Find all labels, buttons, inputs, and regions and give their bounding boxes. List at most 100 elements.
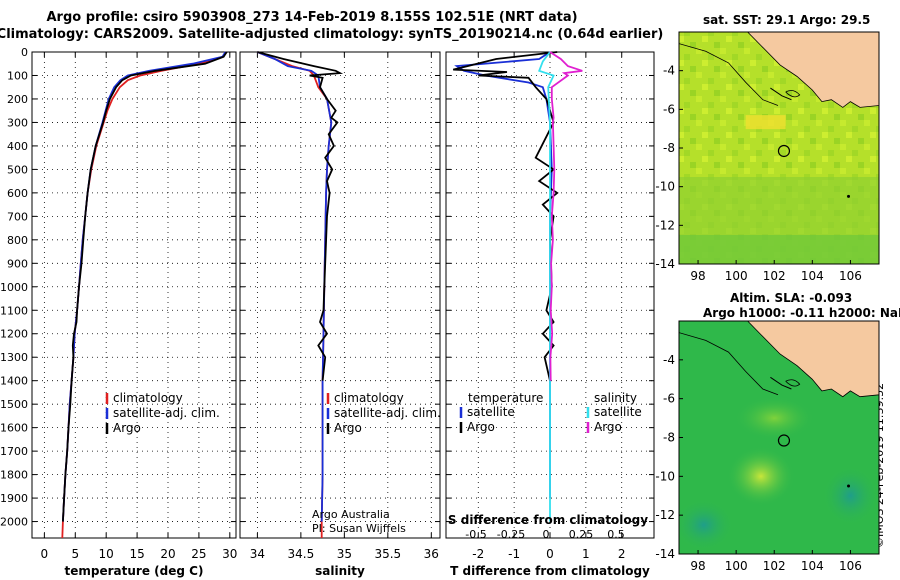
y-tick-label: 1600 xyxy=(0,422,28,435)
y-tick-label: 1300 xyxy=(0,351,28,364)
y-tick-label: 1400 xyxy=(0,375,28,388)
map-y-tick-label: -14 xyxy=(655,257,675,271)
x-axis-label: temperature (deg C) xyxy=(65,564,204,578)
y-tick-label: 1000 xyxy=(0,281,28,294)
y-tick-label: 800 xyxy=(7,234,28,247)
island xyxy=(785,90,801,98)
map-y-tick-label: -8 xyxy=(663,141,675,155)
chart-title-line1: Argo profile: csiro 5903908_273 14-Feb-2… xyxy=(46,10,578,25)
sla-low-anomaly xyxy=(679,498,734,551)
legend-title: salinity xyxy=(594,391,637,405)
sla-low-anomaly xyxy=(822,465,879,526)
map-x-tick-label: 106 xyxy=(839,559,862,573)
sla-map-title: Altim. SLA: -0.093 xyxy=(730,291,853,305)
x-axis-label: T difference from climatology xyxy=(450,564,650,578)
series-line xyxy=(61,51,227,539)
series-line xyxy=(549,51,583,381)
secondary-tick-label: 0 xyxy=(543,528,550,541)
island xyxy=(770,87,792,101)
legend-label: satellite xyxy=(594,405,642,419)
y-tick-label: 400 xyxy=(7,140,28,153)
legend-label: Argo xyxy=(594,420,622,434)
x-tick-label: 30 xyxy=(222,547,237,561)
annotation-argo-australia: Argo Australia xyxy=(312,508,390,521)
y-tick-label: 500 xyxy=(7,163,28,176)
legend-label: climatology xyxy=(334,391,404,405)
sst-field-far-south xyxy=(679,235,879,264)
map-y-tick-label: -12 xyxy=(655,508,675,522)
map-y-tick-label: -4 xyxy=(663,64,675,78)
profile-panel-3: -2 -1 0 1 2 T difference from climatology xyxy=(445,51,655,578)
series-line xyxy=(257,51,344,381)
x-tick-label: 36 xyxy=(424,547,439,561)
x-tick-label: 34.5 xyxy=(288,547,315,561)
island xyxy=(770,376,792,390)
x-tick-label: 2 xyxy=(618,547,626,561)
x-tick-label: 1 xyxy=(582,547,590,561)
legend-label: satellite xyxy=(467,405,515,419)
map-content xyxy=(679,321,879,554)
legend-title: temperature xyxy=(468,391,543,405)
land-mass xyxy=(679,321,879,398)
map-y-tick-label: -10 xyxy=(655,180,675,194)
legend-label: climatology xyxy=(113,391,183,405)
sst-warm-patch xyxy=(745,115,786,130)
x-tick-label: 5 xyxy=(71,547,79,561)
x-tick-label: 0 xyxy=(546,547,554,561)
sla-map-subtitle: Argo h1000: -0.11 h2000: NaN xyxy=(703,306,900,320)
y-tick-label: 0 xyxy=(21,46,28,59)
x-tick-label: 34 xyxy=(250,547,265,561)
secondary-tick-label: -0.25 xyxy=(497,528,525,541)
map-x-tick-label: 104 xyxy=(801,559,824,573)
y-tick-label: 1200 xyxy=(0,328,28,341)
map-x-tick-label: 100 xyxy=(725,269,748,283)
legend-label: Argo xyxy=(334,421,362,435)
land-mass xyxy=(679,32,879,108)
island-dot xyxy=(847,194,851,198)
map-x-tick-label: 104 xyxy=(801,269,824,283)
series-line xyxy=(538,51,555,522)
sla-anomaly xyxy=(734,396,815,441)
x-tick-label: 35 xyxy=(337,547,352,561)
series-line xyxy=(257,51,333,538)
x-tick-label: 25 xyxy=(191,547,206,561)
x-tick-label: -1 xyxy=(508,547,520,561)
coastline xyxy=(679,43,779,106)
map-x-tick-label: 100 xyxy=(725,559,748,573)
x-tick-label: 35.5 xyxy=(374,547,401,561)
x-tick-label: 20 xyxy=(160,547,175,561)
x-axis-label: salinity xyxy=(315,564,365,578)
plot-frame xyxy=(31,51,237,539)
secondary-tick-label: 0.25 xyxy=(569,528,594,541)
legend-label: satellite-adj. clim. xyxy=(334,406,441,420)
x-tick-label: -2 xyxy=(472,547,484,561)
secondary-tick-label: 0.5 xyxy=(607,528,625,541)
profile-panel-1: 0 5 10 15 20 25 30 temperature (deg C) 0 100 200 30… xyxy=(0,46,237,578)
profile-location-marker xyxy=(777,434,791,447)
map-x-tick-label: 98 xyxy=(690,269,705,283)
y-tick-label: 600 xyxy=(7,187,28,200)
sla-map: 98 100 102 104 106 -4 -6 -8 -10 -12 -14 xyxy=(655,320,880,573)
chart-title-line2: Climatology: CARS2009. Satellite-adjuste… xyxy=(0,27,664,42)
x-tick-label: 15 xyxy=(129,547,144,561)
profile-location-marker xyxy=(777,144,791,158)
map-y-tick-label: -12 xyxy=(655,218,675,232)
profile-panel-2: 34 34.5 35 35.5 36 salinity xyxy=(239,51,441,578)
map-y-tick-label: -6 xyxy=(663,392,675,406)
y-tick-label: 700 xyxy=(7,210,28,223)
map-x-tick-label: 98 xyxy=(690,559,705,573)
y-tick-label: 100 xyxy=(7,69,28,82)
legend-label: Argo xyxy=(113,421,141,435)
legend-label: satellite-adj. clim. xyxy=(113,406,220,420)
series-line xyxy=(257,51,333,522)
map-content xyxy=(679,32,879,264)
series-line xyxy=(62,51,228,522)
y-tick-label: 1800 xyxy=(0,469,28,482)
map-x-tick-label: 102 xyxy=(763,269,786,283)
y-tick-label: 200 xyxy=(7,93,28,106)
coastline xyxy=(679,332,779,396)
plot-frame xyxy=(239,51,441,539)
